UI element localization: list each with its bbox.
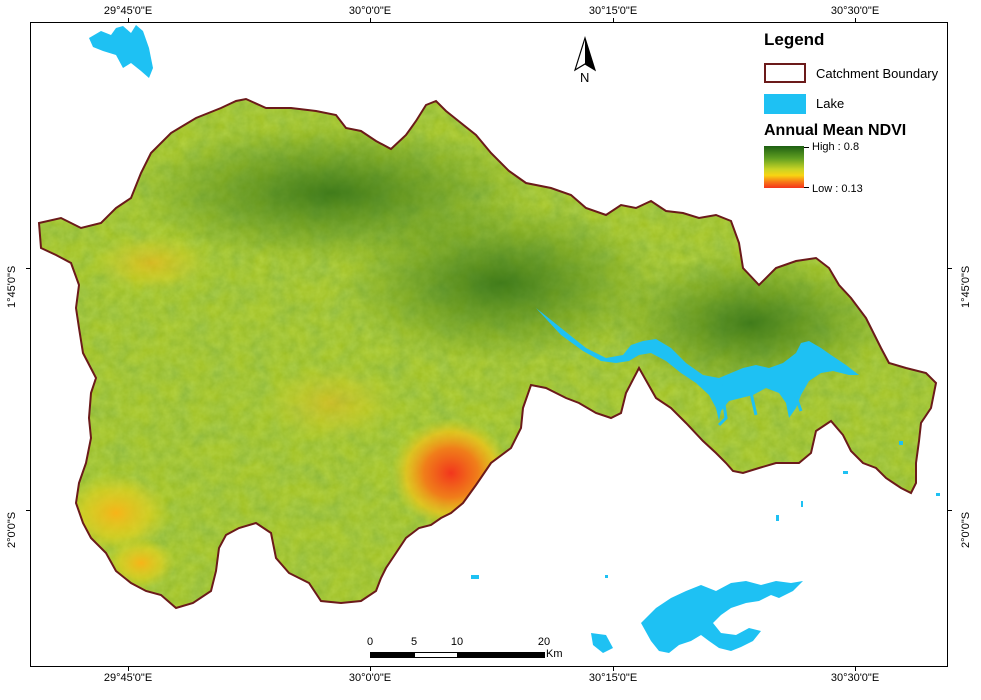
scale-bar: 0 5 10 20 Km	[366, 636, 563, 666]
tick-top	[128, 18, 129, 22]
coord-bottom-30-00: 30°0'0"E	[348, 672, 392, 684]
coord-top-30-15: 30°15'0"E	[588, 5, 638, 17]
coord-bottom-30-15: 30°15'0"E	[588, 672, 638, 684]
tick-top	[613, 18, 614, 22]
legend-label-boundary: Catchment Boundary	[816, 66, 939, 81]
scale-label-0: 0	[366, 636, 374, 648]
ndvi-color-ramp	[764, 146, 804, 188]
legend-title: Legend	[764, 30, 825, 49]
tick-top	[370, 18, 371, 22]
map-frame	[30, 22, 948, 667]
coord-bottom-30-30: 30°30'0"E	[830, 672, 880, 684]
legend-label-lake: Lake	[816, 96, 845, 111]
north-arrow-icon	[573, 35, 597, 72]
tick-bottom	[370, 667, 371, 671]
scale-label-20: 20	[537, 636, 551, 648]
lake-kagera-arm	[536, 308, 859, 421]
tick-bottom	[855, 667, 856, 671]
ndvi-low-label: Low : 0.13	[812, 183, 863, 195]
ndvi-high-label: High : 0.8	[812, 141, 860, 153]
coord-top-29-45: 29°45'0"E	[103, 5, 153, 17]
lake-pond	[936, 493, 940, 496]
tick-left	[26, 268, 30, 269]
coord-left-2-00: 2°0'0"S	[6, 511, 18, 548]
tick-bottom	[128, 667, 129, 671]
lake-pond	[801, 501, 803, 507]
scale-label-5: 5	[410, 636, 418, 648]
legend: Legend Catchment Boundary Lake Annual Me…	[760, 28, 945, 198]
tick-left	[26, 510, 30, 511]
lake-southeast-small	[591, 633, 613, 653]
legend-swatch-lake	[764, 94, 806, 114]
coord-top-30-30: 30°30'0"E	[830, 5, 880, 17]
tick-bottom	[613, 667, 614, 671]
lake-inlet-channels	[717, 382, 803, 427]
tick-right	[948, 268, 952, 269]
legend-ndvi-title: Annual Mean NDVI	[764, 122, 907, 139]
lake-pond	[776, 515, 779, 521]
scale-label-10: 10	[450, 636, 464, 648]
north-arrow: N	[572, 35, 598, 86]
lake-pond	[605, 575, 608, 578]
tick-right	[948, 510, 952, 511]
tick-top	[855, 18, 856, 22]
lake-pond	[843, 471, 848, 474]
coord-right-2-00: 2°0'0"S	[960, 511, 972, 548]
legend-swatch-boundary	[764, 63, 806, 83]
north-label: N	[580, 70, 590, 85]
ramp-tick-low	[804, 187, 809, 188]
lake-southeast	[641, 581, 803, 653]
lake-pond	[899, 441, 903, 445]
scale-segment	[414, 652, 458, 658]
scale-segment	[370, 652, 414, 658]
map-canvas	[38, 25, 940, 653]
ramp-tick-high	[804, 147, 809, 148]
coord-bottom-29-45: 29°45'0"E	[103, 672, 153, 684]
lake-pond	[471, 575, 479, 579]
coord-top-30-00: 30°0'0"E	[348, 5, 392, 17]
coord-left-1-45: 1°45'0"S	[6, 265, 18, 308]
lake-northwest	[89, 25, 153, 78]
scale-unit: Km	[546, 648, 563, 660]
coord-right-1-45: 1°45'0"S	[960, 265, 972, 308]
scale-segment	[457, 652, 545, 658]
